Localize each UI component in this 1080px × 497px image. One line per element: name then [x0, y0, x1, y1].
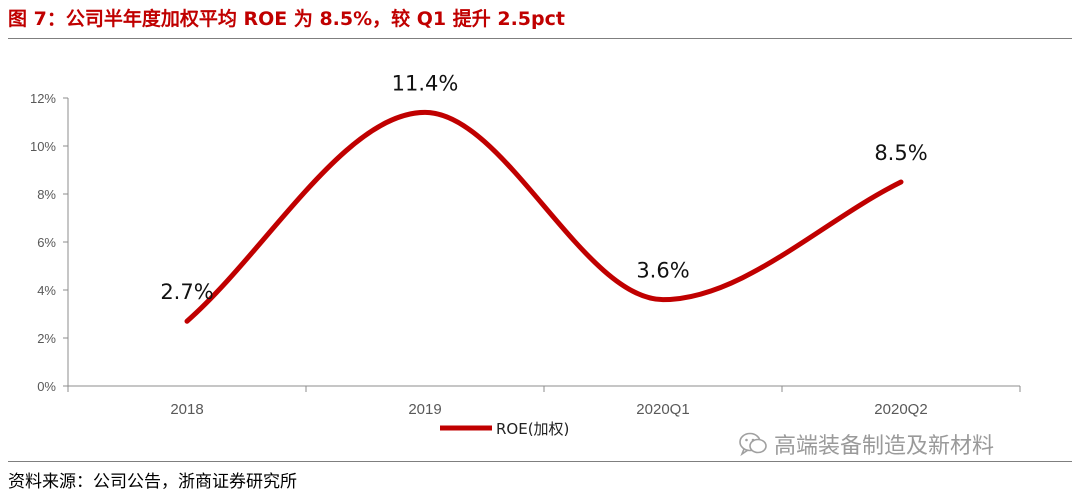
- footer-divider: [8, 461, 1072, 462]
- y-tick-label: 12%: [30, 91, 56, 106]
- y-tick-label: 6%: [37, 235, 56, 250]
- line-chart: 0% 2% 4% 6% 8% 10% 12% 2018 2019 2020Q1 2020Q2 2.7%…: [30, 71, 1021, 438]
- y-tick-label: 8%: [37, 187, 56, 202]
- chart-area: 0% 2% 4% 6% 8% 10% 12% 2018 2019 2020Q1 2020Q2 2.7%…: [0, 40, 1080, 458]
- y-tick-label: 2%: [37, 331, 56, 346]
- y-tick-label: 10%: [30, 139, 56, 154]
- x-tick-label: 2020Q2: [874, 401, 927, 418]
- x-tick-label: 2019: [408, 401, 441, 418]
- x-tick-label: 2018: [170, 401, 203, 418]
- legend-label: ROE(加权): [496, 420, 569, 438]
- series-line-roe: [184, 109, 904, 324]
- figure-title: 图 7：公司半年度加权平均 ROE 为 8.5%，较 Q1 提升 2.5pct: [8, 4, 1072, 39]
- x-tick-label: 2020Q1: [636, 401, 689, 418]
- y-tick-label: 4%: [37, 283, 56, 298]
- data-label: 8.5%: [874, 141, 927, 165]
- source-note: 资料来源：公司公告，浙商证券研究所: [8, 472, 297, 492]
- data-label: 11.4%: [392, 71, 459, 95]
- y-tick-label: 0%: [37, 379, 56, 394]
- watermark-text: 高端装备制造及新材料: [774, 434, 995, 459]
- wechat-icon: [739, 432, 767, 457]
- watermark: 高端装备制造及新材料: [738, 428, 994, 460]
- data-label: 3.6%: [636, 259, 689, 283]
- data-label: 2.7%: [160, 280, 213, 304]
